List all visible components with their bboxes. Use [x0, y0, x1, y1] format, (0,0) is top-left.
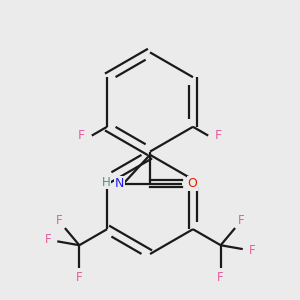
Text: F: F	[44, 233, 51, 246]
Text: F: F	[249, 244, 256, 257]
Text: F: F	[78, 129, 85, 142]
Text: N: N	[115, 177, 124, 190]
Text: F: F	[76, 271, 83, 284]
Text: O: O	[188, 177, 197, 190]
Text: F: F	[218, 271, 224, 284]
Text: H: H	[102, 176, 110, 188]
Text: F: F	[238, 214, 244, 227]
Text: F: F	[56, 214, 62, 227]
Text: F: F	[215, 129, 222, 142]
